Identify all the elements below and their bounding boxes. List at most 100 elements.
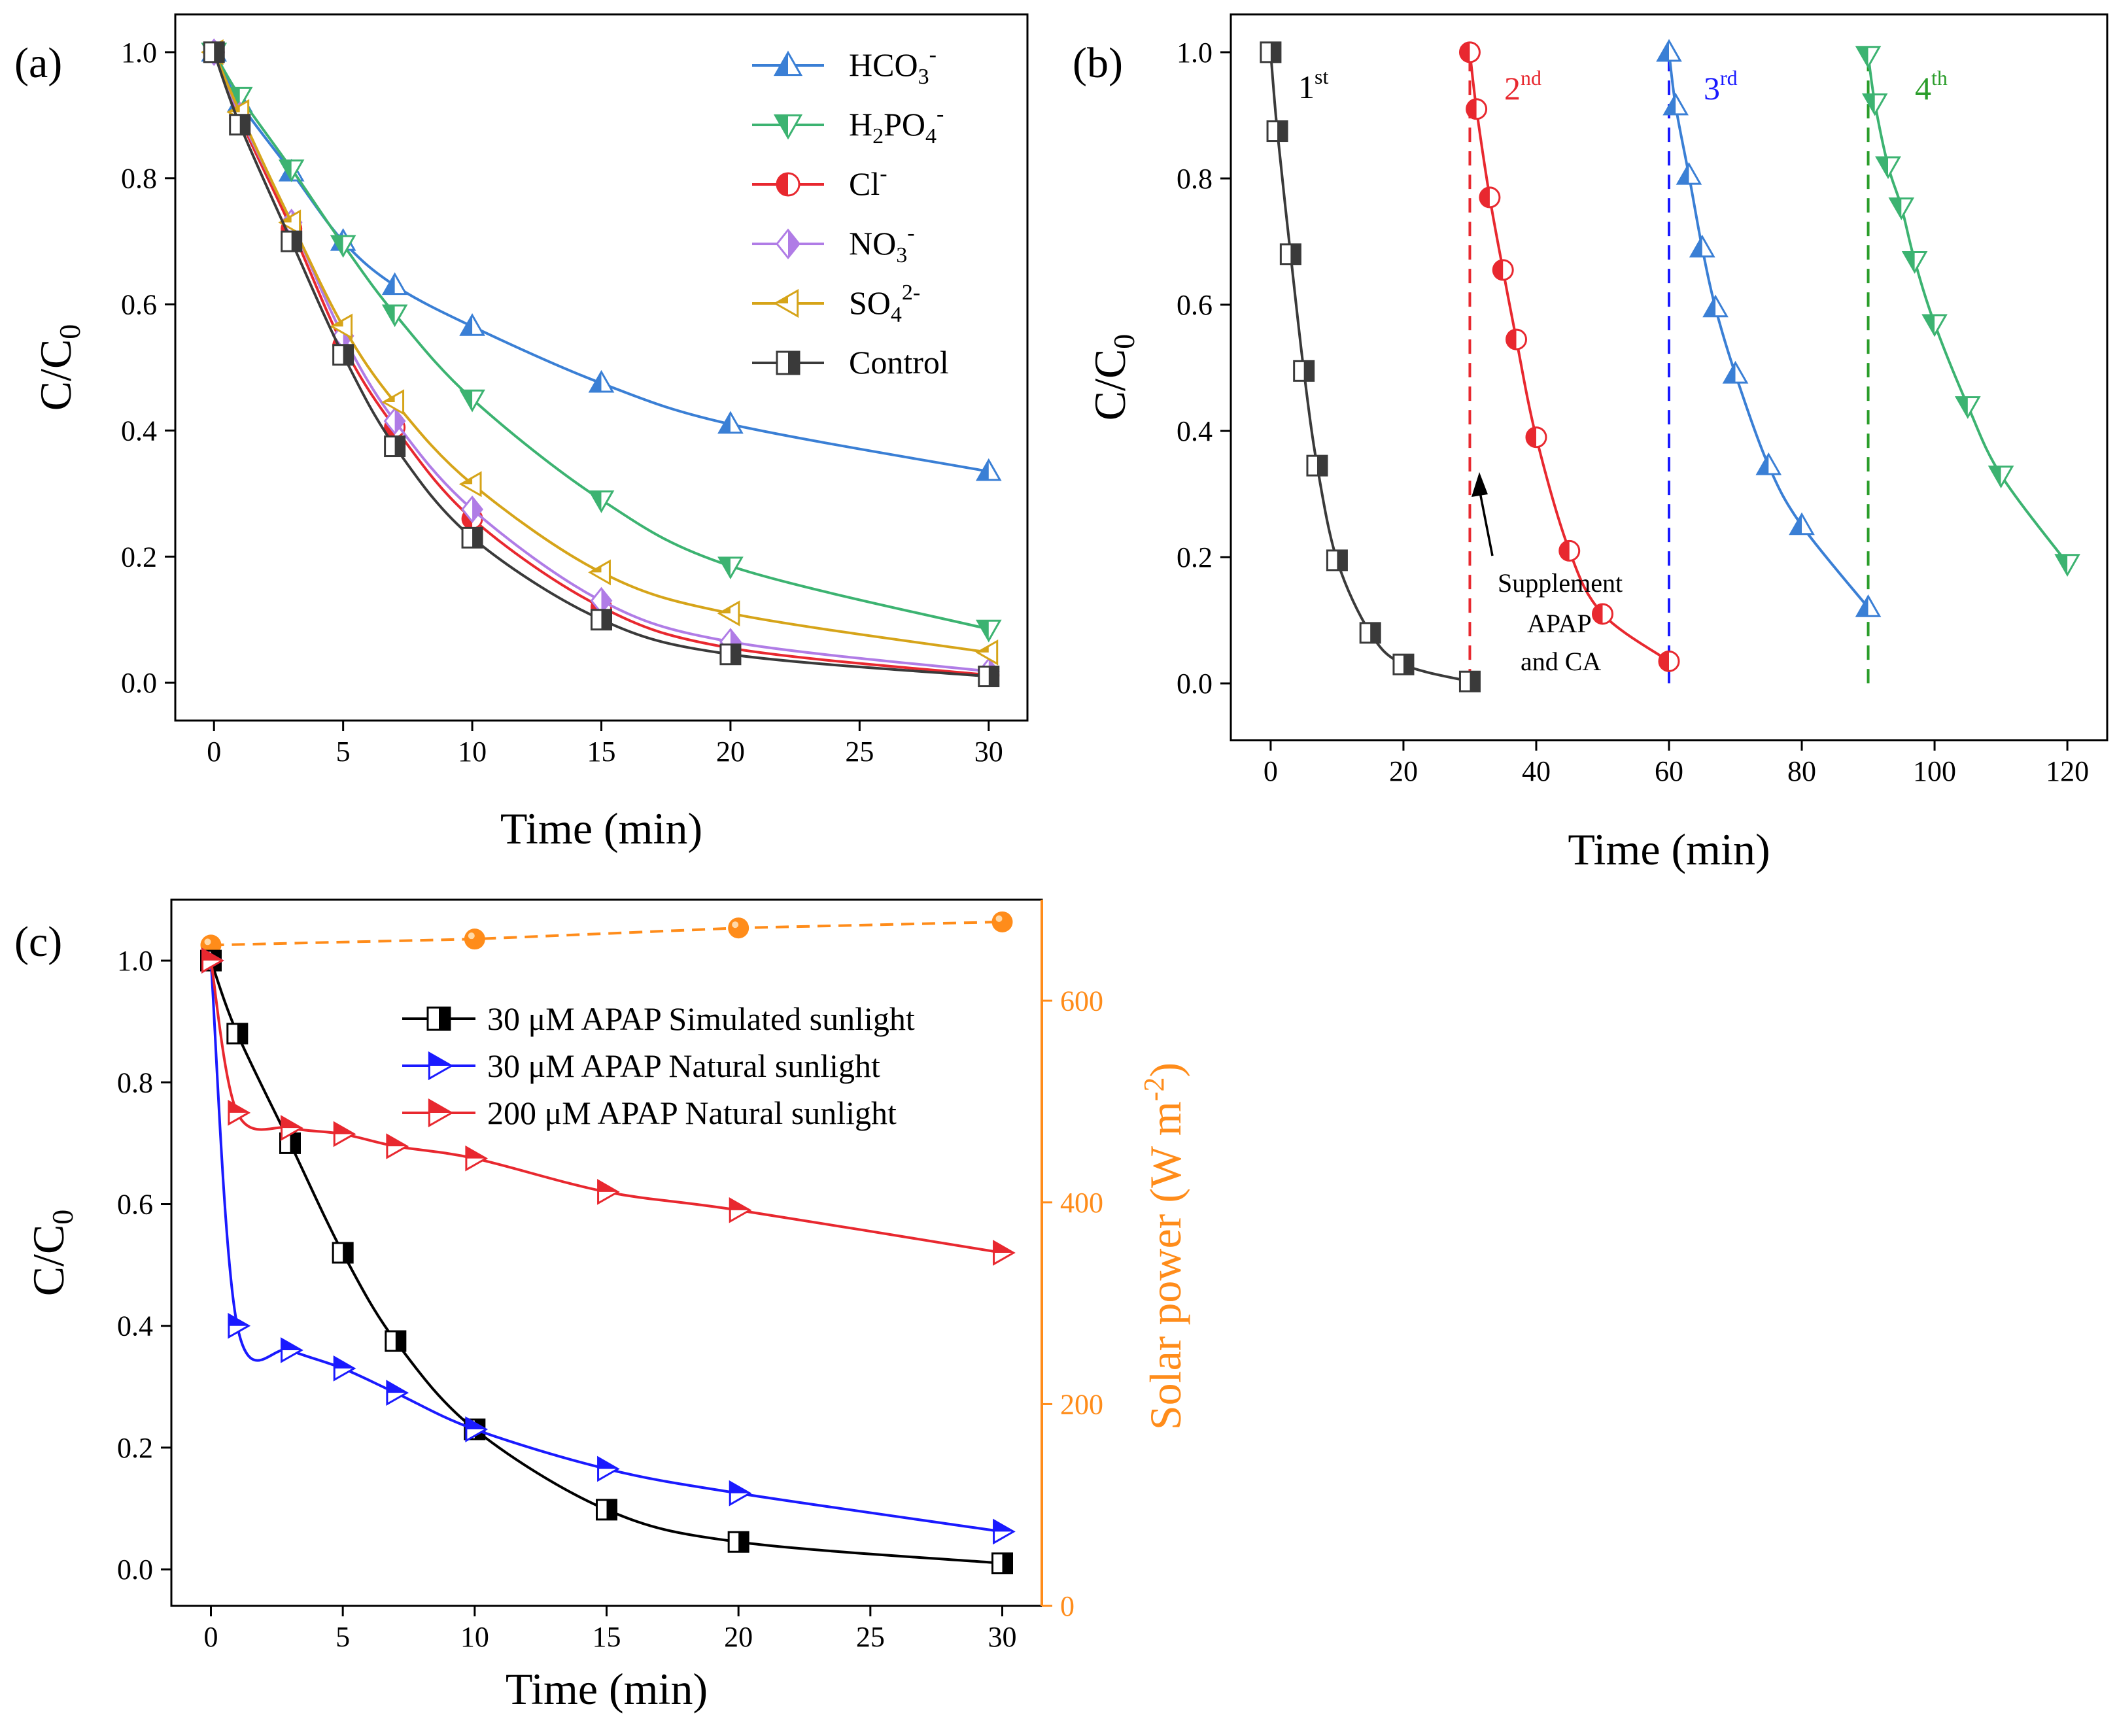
legend-label: Cl- [849, 162, 887, 202]
y-tick-label: 1.0 [117, 945, 153, 977]
legend-marker [776, 172, 800, 197]
x-tick-label: 20 [716, 736, 745, 768]
y-tick-label: 0.8 [121, 163, 157, 195]
data-point [332, 344, 354, 366]
data-point [1266, 120, 1288, 143]
data-point [461, 526, 483, 549]
data-point [727, 1531, 749, 1553]
x-tick-label: 30 [988, 1621, 1017, 1653]
y-tick-label: 0.2 [1177, 541, 1213, 573]
x-tick-label: 0 [204, 1621, 218, 1653]
data-point [458, 471, 482, 498]
data-point [717, 556, 744, 580]
y-tick-label: 0.0 [121, 667, 157, 699]
x-tick-label: 80 [1787, 755, 1816, 787]
y-tick-label: 0.8 [117, 1066, 153, 1098]
data-point [1722, 360, 1749, 384]
y-tick-label: 0.2 [121, 541, 157, 573]
data-point [1755, 452, 1782, 475]
solar-power-point [991, 911, 1013, 932]
legend-marker [426, 1006, 451, 1031]
data-point [1458, 41, 1481, 63]
legend-marker [776, 350, 800, 375]
x-tick-label: 25 [856, 1621, 885, 1653]
data-point [1260, 41, 1282, 63]
y-tick-label: 0.6 [117, 1189, 153, 1221]
data-point [281, 1337, 303, 1363]
data-point [2054, 554, 2080, 577]
panel-label: (b) [1073, 39, 1123, 87]
data-point [975, 639, 999, 666]
data-point [588, 369, 615, 393]
panel-label: (a) [14, 39, 62, 87]
legend-marker [773, 114, 803, 140]
data-point [203, 41, 225, 63]
x-tick-label: 0 [207, 736, 221, 768]
y-tick-label: 0.0 [1177, 668, 1213, 700]
cycle-label: 3rd [1704, 66, 1738, 107]
x-tick-label: 15 [593, 1621, 621, 1653]
data-point [228, 1312, 251, 1339]
data-point [381, 304, 408, 328]
series-line [209, 960, 1003, 1533]
data-point [461, 495, 483, 524]
annotation-arrowhead [1472, 472, 1488, 497]
x-tick-label: 15 [587, 736, 616, 768]
data-point [597, 1179, 620, 1205]
y2-tick-label: 200 [1060, 1388, 1103, 1420]
cycle-label: 1st [1298, 65, 1328, 105]
x-tick-label: 100 [1913, 755, 1956, 787]
data-point [332, 1242, 354, 1264]
y-axis-label: C/C0 [31, 324, 86, 411]
data-point [386, 1133, 409, 1159]
data-point [333, 1355, 356, 1382]
data-point [1888, 197, 1915, 220]
series-line [1269, 52, 1470, 683]
x-tick-label: 5 [336, 1621, 350, 1653]
data-point [993, 1518, 1016, 1545]
x-tick-label: 40 [1522, 755, 1551, 787]
y-tick-label: 0.4 [117, 1310, 153, 1342]
data-point [465, 1145, 489, 1172]
legend-label: 30 μM APAP Simulated sunlight [487, 1000, 915, 1037]
y-axis-label: C/C0 [1085, 334, 1141, 421]
data-point [333, 1121, 356, 1148]
panel-b-chart: 0 20 40 60 80 100 120 0.0 0.2 0.4 0.6 0.8 1.0 Time (m… [1073, 13, 2108, 874]
legend-label: Control [849, 344, 949, 381]
data-point [991, 1552, 1013, 1574]
legend-label: SO42- [849, 281, 920, 327]
y-axis-label: C/C0 [24, 1210, 79, 1297]
legend-label: 200 μM APAP Natural sunlight [487, 1095, 897, 1131]
x-axis-label: Time (min) [1568, 825, 1770, 874]
data-point [1702, 294, 1729, 318]
x-tick-label: 60 [1655, 755, 1683, 787]
x-tick-label: 20 [1389, 755, 1418, 787]
data-point [1558, 539, 1581, 562]
data-point [1506, 328, 1528, 350]
panel-label: (c) [14, 918, 62, 966]
data-point [1921, 314, 1948, 337]
data-point [1591, 603, 1613, 625]
data-point [330, 235, 356, 258]
series-line [213, 51, 990, 631]
data-point [1293, 360, 1315, 382]
panel-a-chart: 0 5 10 15 20 25 30 0.0 0.2 0.4 0.6 0.8 1.0 Time (min)… [14, 13, 1029, 853]
x-axis-label: Time (min) [506, 1664, 708, 1714]
panel-c-chart: 0 5 10 15 20 25 30 0.0 0.2 0.4 0.6 0.8 1.0 Time (min)… [14, 898, 1190, 1714]
series-line [1668, 52, 1870, 609]
data-point [228, 1100, 251, 1126]
data-point [975, 619, 1002, 643]
legend-label: NO3- [849, 221, 915, 267]
data-point [1326, 549, 1348, 571]
data-point [1861, 93, 1888, 116]
data-point [588, 559, 611, 586]
data-point [975, 458, 1002, 481]
cycle-label: 2nd [1504, 66, 1541, 107]
data-point [1954, 396, 1981, 419]
y-tick-label: 1.0 [121, 37, 157, 69]
data-point [1658, 650, 1680, 672]
series-line [1867, 55, 2069, 564]
y-tick-label: 0.4 [1177, 415, 1213, 447]
data-point [229, 114, 251, 136]
